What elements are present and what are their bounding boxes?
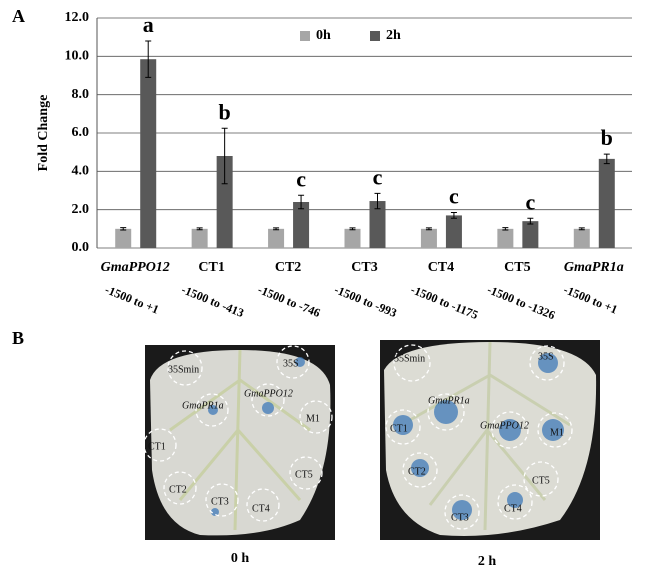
significance-letter: c — [296, 166, 306, 191]
x-range-label: -1500 to +1 — [103, 282, 161, 316]
spot-label: 35S — [538, 351, 554, 362]
error-bar — [273, 227, 280, 231]
legend-swatch — [300, 31, 310, 41]
x-range-label: -1500 to -413 — [179, 282, 245, 320]
spot-label: CT2 — [408, 466, 426, 477]
bar — [497, 228, 514, 248]
spot-label: GmaPPO12 — [480, 420, 529, 431]
photo-caption: 2 h — [478, 554, 497, 569]
x-range-label: -1500 to +1 — [562, 282, 620, 316]
y-tick-label: 12.0 — [65, 10, 90, 25]
bar — [369, 201, 386, 248]
spot-label: 35Smin — [394, 353, 425, 364]
spot-label: 35Smin — [168, 364, 199, 375]
error-bar — [425, 227, 432, 231]
x-tick-label: CT3 — [351, 260, 377, 275]
x-range-label: -1500 to -746 — [256, 282, 322, 320]
spot-label: CT3 — [211, 496, 229, 507]
photo-caption: 0 h — [231, 551, 250, 566]
bar — [191, 228, 208, 248]
significance-letter: b — [219, 99, 231, 124]
bar — [445, 215, 462, 248]
spot-label: CT4 — [252, 503, 270, 514]
error-bar — [120, 227, 127, 231]
bar — [573, 228, 590, 248]
x-tick-label: CT1 — [198, 260, 224, 275]
y-tick-label: 10.0 — [65, 49, 90, 64]
leaf-photo: 35Smin 35S GmaPR1a GmaPPO12 CT1 M1 CT5 C… — [380, 340, 600, 540]
significance-letter: c — [449, 184, 459, 209]
error-bar — [298, 194, 305, 210]
error-bar — [145, 40, 152, 78]
y-tick-label: 2.0 — [72, 202, 90, 217]
bar — [268, 228, 285, 248]
x-tick-label: GmaPR1a — [564, 260, 624, 275]
x-tick-label: CT4 — [428, 260, 454, 275]
panel-label: B — [12, 328, 24, 348]
bar — [420, 228, 437, 248]
spot-label: M1 — [550, 427, 564, 438]
spot-label: M1 — [306, 413, 320, 424]
error-bar — [374, 192, 381, 210]
x-range-label: -1500 to -1175 — [409, 282, 480, 322]
bar — [115, 228, 132, 248]
bar — [216, 156, 233, 248]
panel-label: A — [12, 6, 25, 26]
spot-label: CT5 — [532, 475, 550, 486]
error-bar — [221, 127, 228, 185]
error-bar — [603, 153, 610, 165]
bar — [598, 158, 615, 248]
spot-label: CT3 — [451, 512, 469, 523]
significance-letter: c — [525, 189, 535, 214]
y-tick-label: 4.0 — [72, 164, 90, 179]
spot-label: CT2 — [169, 484, 187, 495]
x-tick-label: CT2 — [275, 260, 301, 275]
spot-label: CT4 — [504, 503, 522, 514]
x-tick-label: CT5 — [504, 260, 530, 275]
y-tick-label: 8.0 — [72, 87, 90, 102]
error-bar — [502, 227, 509, 231]
bar — [140, 59, 157, 249]
x-range-label: -1500 to -993 — [332, 282, 398, 320]
spot-label: GmaPPO12 — [244, 388, 293, 399]
spot-label: GmaPR1a — [428, 395, 470, 406]
legend-swatch — [370, 31, 380, 41]
significance-letter: a — [143, 12, 154, 37]
spot-label: 35S — [283, 358, 299, 369]
legend-label: 2h — [386, 28, 401, 43]
x-tick-label: GmaPPO12 — [101, 260, 170, 275]
x-range-label: -1500 to -1326 — [485, 282, 557, 322]
y-tick-label: 0.0 — [72, 240, 90, 255]
error-bar — [578, 227, 585, 231]
spot-label: GmaPR1a — [182, 400, 224, 411]
spot-label: CT5 — [295, 469, 313, 480]
bar — [522, 221, 539, 248]
spot-label: CT1 — [390, 423, 408, 434]
bar — [293, 202, 310, 248]
spot-label: CT1 — [148, 441, 166, 452]
error-bar — [527, 217, 534, 225]
leaf-photo: 35Smin 35S GmaPR1a GmaPPO12 CT1 M1 CT5 C… — [143, 345, 335, 540]
significance-letter: c — [373, 164, 383, 189]
error-bar — [349, 227, 356, 231]
error-bar — [450, 212, 457, 219]
y-axis-label: Fold Change — [36, 95, 51, 172]
significance-letter: b — [601, 125, 613, 150]
error-bar — [196, 227, 203, 231]
bar — [344, 228, 361, 248]
y-tick-label: 6.0 — [72, 125, 90, 140]
legend-label: 0h — [316, 28, 331, 43]
